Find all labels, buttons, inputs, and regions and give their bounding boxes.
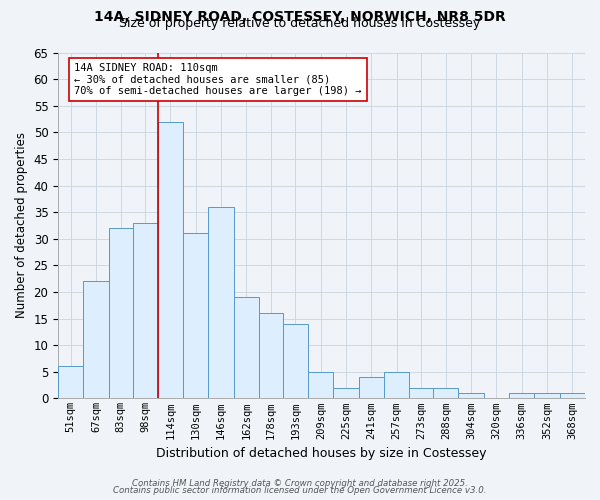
Bar xyxy=(109,228,133,398)
Text: Contains public sector information licensed under the Open Government Licence v3: Contains public sector information licen… xyxy=(113,486,487,495)
X-axis label: Distribution of detached houses by size in Costessey: Distribution of detached houses by size … xyxy=(157,447,487,460)
Bar xyxy=(509,393,535,398)
Bar xyxy=(259,313,283,398)
Bar xyxy=(158,122,183,398)
Bar xyxy=(183,234,208,398)
Bar xyxy=(58,366,83,398)
Bar xyxy=(433,388,458,398)
Bar xyxy=(308,372,334,398)
Text: Contains HM Land Registry data © Crown copyright and database right 2025.: Contains HM Land Registry data © Crown c… xyxy=(132,478,468,488)
Bar xyxy=(359,377,384,398)
Text: 14A, SIDNEY ROAD, COSTESSEY, NORWICH, NR8 5DR: 14A, SIDNEY ROAD, COSTESSEY, NORWICH, NR… xyxy=(94,10,506,24)
Bar xyxy=(234,298,259,398)
Bar xyxy=(334,388,359,398)
Bar xyxy=(384,372,409,398)
Bar xyxy=(208,207,234,398)
Bar xyxy=(560,393,585,398)
Bar xyxy=(133,223,158,398)
Bar xyxy=(83,282,109,399)
Bar xyxy=(283,324,308,398)
Text: 14A SIDNEY ROAD: 110sqm
← 30% of detached houses are smaller (85)
70% of semi-de: 14A SIDNEY ROAD: 110sqm ← 30% of detache… xyxy=(74,63,361,96)
Bar xyxy=(409,388,433,398)
Text: Size of property relative to detached houses in Costessey: Size of property relative to detached ho… xyxy=(119,18,481,30)
Y-axis label: Number of detached properties: Number of detached properties xyxy=(15,132,28,318)
Bar xyxy=(458,393,484,398)
Bar xyxy=(535,393,560,398)
